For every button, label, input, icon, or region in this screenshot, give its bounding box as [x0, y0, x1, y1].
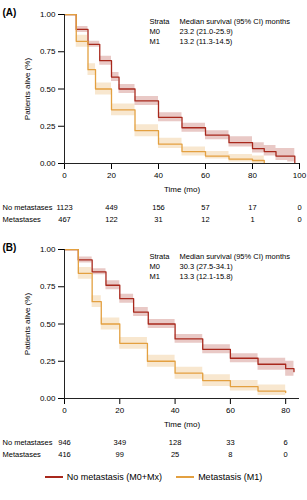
svg-text:12: 12 — [201, 215, 209, 224]
svg-text:20: 20 — [115, 406, 124, 415]
svg-text:No metastases: No metastases — [3, 203, 53, 212]
svg-text:0.75: 0.75 — [40, 282, 56, 291]
svg-text:30.3 (27.5-34.1): 30.3 (27.5-34.1) — [180, 262, 234, 271]
svg-text:13.3 (12.1-15.8): 13.3 (12.1-15.8) — [180, 272, 234, 281]
svg-text:Time (mo): Time (mo) — [164, 185, 200, 194]
svg-text:20: 20 — [107, 171, 116, 180]
svg-text:128: 128 — [169, 438, 182, 447]
svg-text:0.75: 0.75 — [40, 47, 56, 56]
svg-text:1.00: 1.00 — [40, 10, 56, 19]
svg-text:156: 156 — [152, 203, 165, 212]
svg-text:57: 57 — [201, 203, 209, 212]
svg-text:0: 0 — [297, 215, 301, 224]
html-text:No metastasis (M0+Mx): No metastasis (M0+Mx) — [66, 472, 163, 482]
svg-text:No metastases: No metastases — [3, 438, 53, 447]
svg-text:0: 0 — [297, 203, 301, 212]
svg-text:60: 60 — [226, 406, 235, 415]
svg-text:M1: M1 — [150, 272, 160, 281]
svg-text:349: 349 — [114, 438, 127, 447]
svg-text:449: 449 — [105, 203, 118, 212]
svg-text:Patients alive (%): Patients alive (%) — [23, 58, 32, 121]
svg-text:99: 99 — [116, 450, 124, 459]
svg-text:100: 100 — [293, 171, 307, 180]
svg-text:Metastases: Metastases — [3, 450, 42, 459]
svg-text:13.2 (11.3-14.5): 13.2 (11.3-14.5) — [180, 37, 233, 46]
svg-text:40: 40 — [154, 171, 163, 180]
svg-text:80: 80 — [281, 406, 290, 415]
svg-text:Median survival (95% CI) month: Median survival (95% CI) months — [180, 252, 291, 261]
svg-text:0.50: 0.50 — [40, 320, 56, 329]
svg-text:0.50: 0.50 — [40, 85, 56, 94]
svg-text:122: 122 — [105, 215, 118, 224]
svg-text:946: 946 — [58, 438, 71, 447]
svg-text:M0: M0 — [150, 27, 160, 36]
svg-text:Strata: Strata — [150, 252, 171, 261]
svg-text:Time (mo): Time (mo) — [164, 420, 200, 429]
svg-text:M1: M1 — [150, 37, 160, 46]
svg-text:(A): (A) — [3, 7, 17, 18]
svg-text:0: 0 — [62, 171, 67, 180]
svg-text:0: 0 — [284, 450, 288, 459]
svg-text:31: 31 — [154, 215, 162, 224]
svg-text:8: 8 — [228, 450, 232, 459]
svg-text:1: 1 — [250, 215, 254, 224]
html-text:Metastasis (M1): Metastasis (M1) — [198, 472, 263, 482]
svg-text:(B): (B) — [3, 242, 17, 253]
svg-text:Median survival (95% CI) month: Median survival (95% CI) months — [180, 17, 291, 26]
svg-text:40: 40 — [171, 406, 180, 415]
svg-text:0.25: 0.25 — [40, 122, 56, 131]
svg-text:0: 0 — [62, 406, 67, 415]
svg-text:416: 416 — [58, 450, 71, 459]
svg-text:1123: 1123 — [56, 203, 72, 212]
svg-text:23.2 (21.0-25.9): 23.2 (21.0-25.9) — [180, 27, 234, 36]
svg-text:1.00: 1.00 — [40, 245, 56, 254]
svg-text:0.00: 0.00 — [40, 159, 56, 168]
svg-text:Metastases: Metastases — [3, 215, 42, 224]
svg-text:33: 33 — [226, 438, 234, 447]
svg-text:25: 25 — [171, 450, 179, 459]
svg-text:467: 467 — [58, 215, 71, 224]
svg-text:60: 60 — [201, 171, 210, 180]
svg-text:Patients alive (%): Patients alive (%) — [23, 293, 32, 356]
svg-text:Strata: Strata — [150, 17, 171, 26]
svg-text:0.00: 0.00 — [40, 394, 56, 403]
svg-text:17: 17 — [248, 203, 256, 212]
svg-text:6: 6 — [284, 438, 288, 447]
svg-text:80: 80 — [248, 171, 257, 180]
svg-text:0.25: 0.25 — [40, 357, 56, 366]
svg-text:M0: M0 — [150, 262, 160, 271]
